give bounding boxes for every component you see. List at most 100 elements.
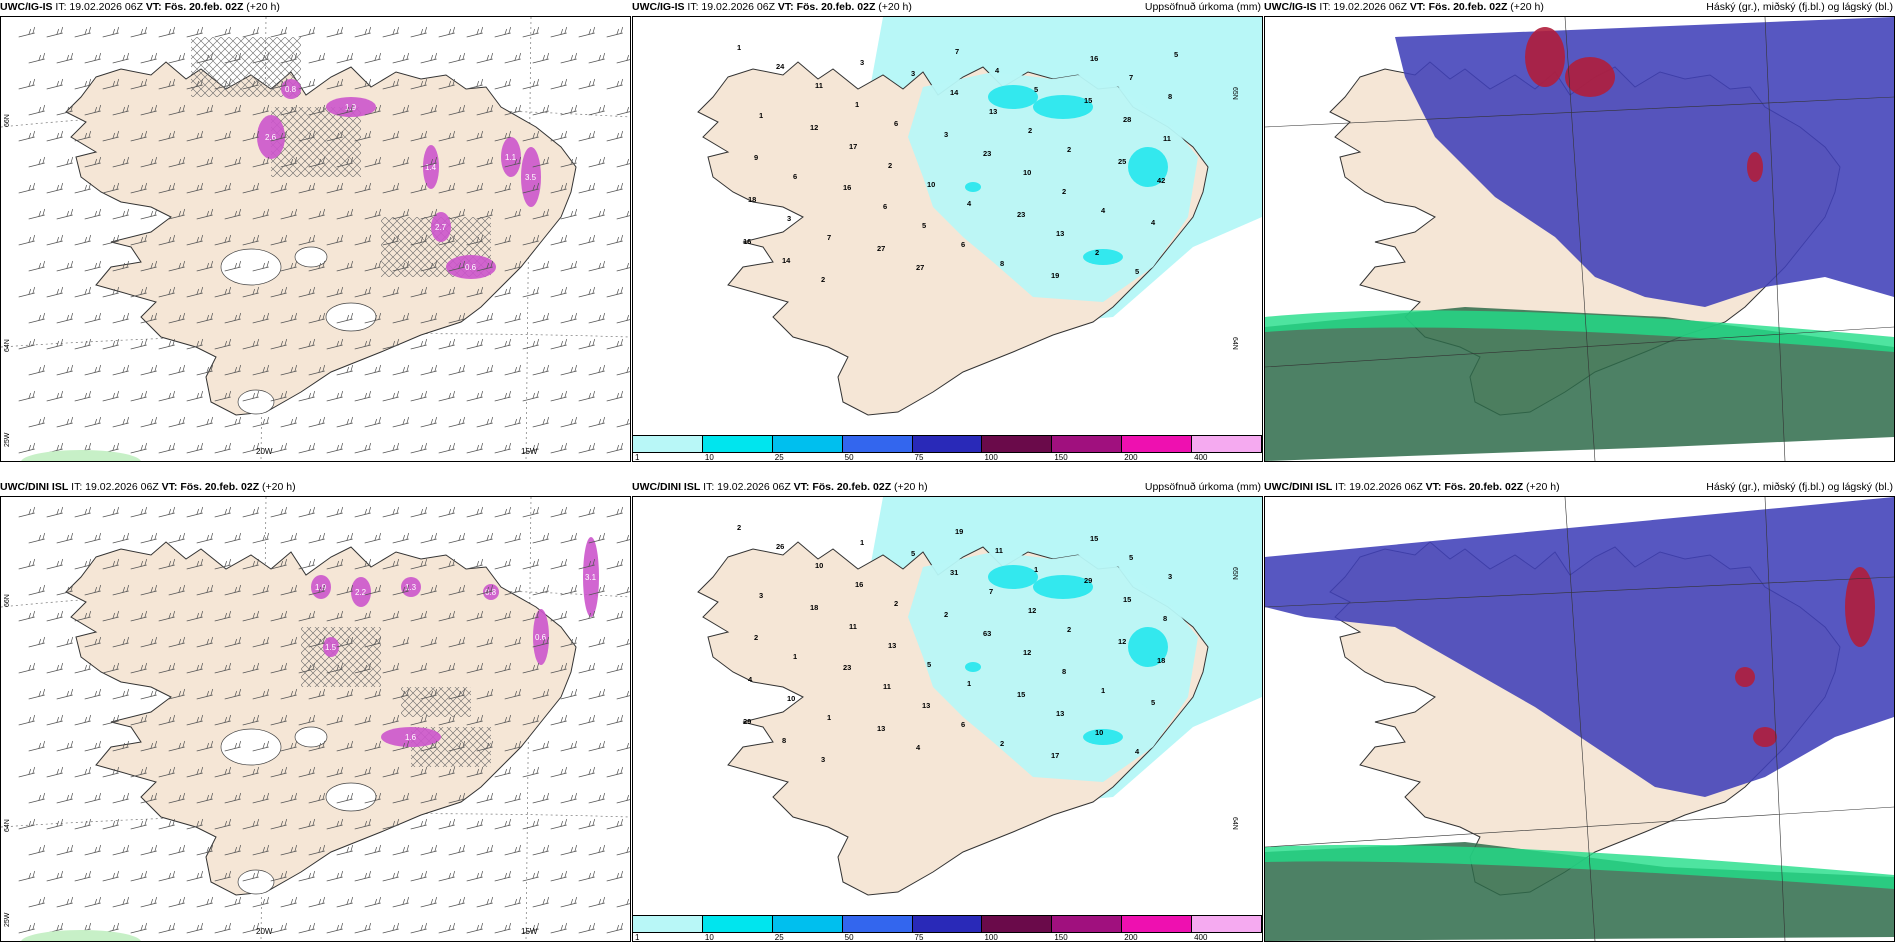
wind-barb [336, 844, 354, 856]
wind-barb [448, 260, 466, 272]
snow-area [381, 727, 441, 747]
wind-barb [410, 610, 428, 622]
wind-barb [56, 896, 74, 908]
wind-barb [504, 104, 522, 116]
colorbar-label: 150 [1054, 933, 1068, 942]
colorbar-labels: 1 10 25 50 75 100 150 200 400 [633, 453, 1262, 461]
wind-barb [140, 260, 158, 272]
wind-barb [214, 506, 232, 518]
wind-barb [382, 234, 400, 246]
wind-barb [130, 286, 148, 298]
wind-barb [214, 870, 232, 882]
wind-barb [84, 416, 102, 428]
wind-barb [56, 52, 74, 64]
mid-cloud-area [1395, 17, 1894, 307]
wind-barb [46, 130, 64, 142]
precip-area-mid [965, 662, 981, 672]
precip-value-label: 4 [967, 199, 972, 208]
wind-barb [560, 260, 578, 272]
wind-barb [354, 338, 372, 350]
lon-label: 15W [521, 927, 538, 936]
wind-barb [280, 364, 298, 376]
wind-barb [364, 312, 382, 324]
precip-value-label: 16 [843, 183, 851, 192]
wind-barb [616, 158, 630, 168]
precip-value-label: 3 [911, 69, 915, 78]
wind-barb [196, 104, 214, 116]
wind-barb [476, 416, 494, 428]
wind-barb [382, 558, 400, 570]
wind-barb [504, 364, 522, 376]
colorbar-label: 200 [1124, 933, 1138, 942]
wind-barb [224, 416, 242, 428]
precip-value-label: 15 [1017, 690, 1025, 699]
wind-barb [326, 78, 344, 90]
wind-barb [410, 870, 428, 882]
precip-value-label: 2 [1028, 126, 1032, 135]
wind-barb [112, 532, 130, 544]
wind-barb [112, 844, 130, 856]
wind-barb [28, 104, 46, 116]
wind-barb [382, 442, 400, 454]
wind-barb [130, 766, 148, 778]
snow-area [281, 79, 301, 99]
wind-barb [420, 52, 438, 64]
wind-barb [410, 818, 428, 830]
wind-barb [336, 740, 354, 752]
wind-barb [606, 78, 624, 90]
glacier [220, 728, 282, 766]
wind-barb [560, 104, 578, 116]
precip-value-label: 6 [961, 240, 965, 249]
wind-barb [84, 584, 102, 596]
precip-value-label: 19 [955, 527, 963, 536]
wind-barb [420, 740, 438, 752]
wind-barb [578, 234, 596, 246]
precip-area-land [908, 72, 1198, 302]
wind-barb [252, 364, 270, 376]
hatched-area [301, 627, 381, 687]
wind-barb [168, 364, 186, 376]
precip-value-label: 1 [967, 679, 971, 688]
wind-barb [18, 662, 36, 674]
wind-map-panel-row1: 2.6 0.8 1.9 1.4 3.5 0.6 2.7 1.1 20W 15W 66N 64N 25W [0, 16, 631, 462]
wind-barb [252, 52, 270, 64]
colorbar-swatch [842, 916, 913, 932]
precip-value-label: 3 [944, 130, 948, 139]
wind-barb [140, 584, 158, 596]
wind-barb [102, 234, 120, 246]
lat-label: 66N [4, 114, 11, 127]
precip-value-label: 11 [1163, 134, 1171, 143]
wind-barb [606, 714, 624, 726]
wind-barb [364, 364, 382, 376]
wind-barb [354, 506, 372, 518]
colorbar-swatches [633, 435, 1262, 453]
precip-value-label: 63 [983, 629, 991, 638]
wind-barb [46, 714, 64, 726]
wind-barb [252, 584, 270, 596]
wind-barb [270, 338, 288, 350]
precip-value-label: 5 [1174, 50, 1178, 59]
wind-barb [392, 364, 410, 376]
wind-barb [448, 896, 466, 908]
wind-barb [186, 130, 204, 142]
wind-barb [186, 558, 204, 570]
wind-map-title-row2: UWC/DINI ISL IT: 19.02.2026 06Z VT: Fös.… [0, 481, 296, 493]
wind-barb [494, 714, 512, 726]
wind-barb [410, 558, 428, 570]
wind-barb [46, 662, 64, 674]
wind-barb [252, 156, 270, 168]
wind-barb [578, 442, 596, 454]
wind-barb [522, 130, 540, 142]
wind-barb [606, 26, 624, 38]
wind-barb [84, 532, 102, 544]
wind-barb [158, 714, 176, 726]
precip-value-label: 16 [1090, 54, 1098, 63]
wind-barb [224, 792, 242, 804]
wind-barb [522, 506, 540, 518]
snow-depth-label: 1.3 [405, 583, 417, 592]
wind-barb [504, 532, 522, 544]
wind-barb [196, 52, 214, 64]
wind-barb [186, 442, 204, 454]
wind-barb [280, 156, 298, 168]
wind-barb [186, 662, 204, 674]
